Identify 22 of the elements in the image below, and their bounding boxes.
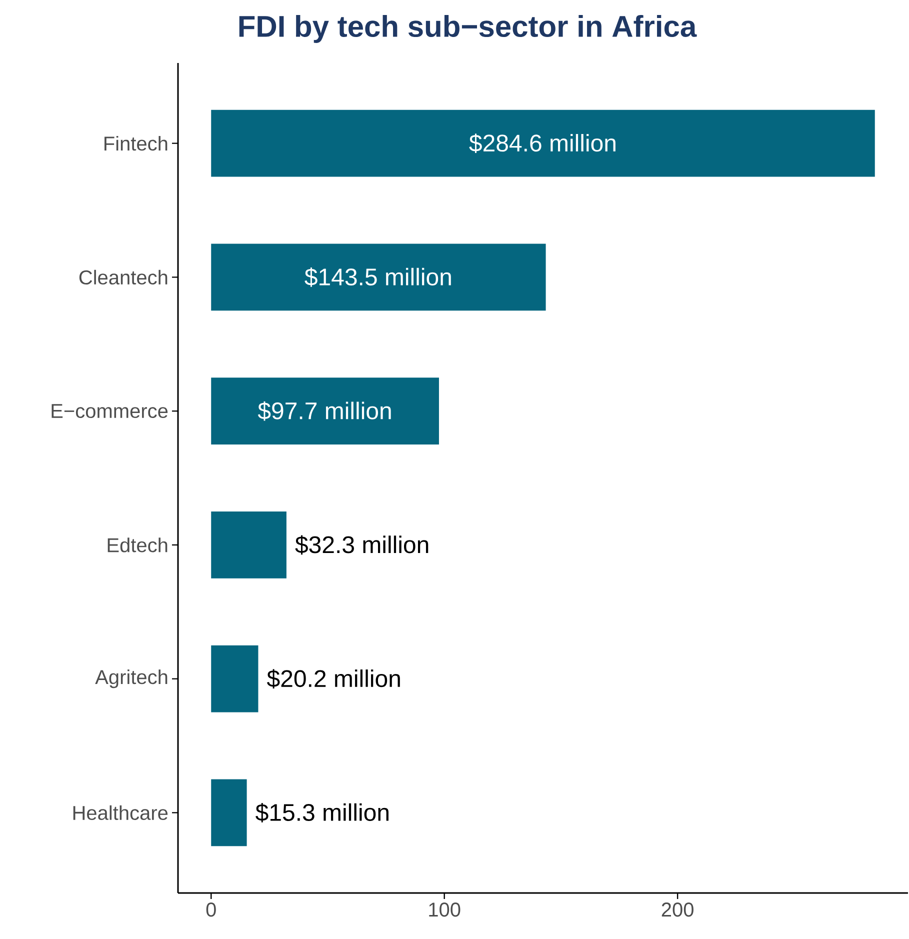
bar <box>211 110 876 177</box>
bar <box>211 511 287 578</box>
y-tick-label: E−commerce <box>52 404 168 418</box>
bar <box>211 244 546 311</box>
data-label: $20.2 million <box>267 669 400 689</box>
data-label: $97.7 million <box>258 401 391 421</box>
bar <box>211 645 258 712</box>
x-tick-label: 0 <box>206 902 216 917</box>
y-tick-label: Agritech <box>95 669 168 688</box>
data-label: $32.3 million <box>295 535 428 555</box>
data-label: $284.6 million <box>469 134 616 154</box>
bar <box>211 378 440 445</box>
data-label: $143.5 million <box>304 267 452 287</box>
y-tick-label: Fintech <box>104 136 168 151</box>
y-tick-label: Edtech <box>108 538 168 552</box>
y-tick-label: Cleantech <box>80 270 168 285</box>
x-tick-label: 200 <box>662 902 694 917</box>
y-tick-label: Healthcare <box>74 805 168 820</box>
chart-title: FDI by tech sub−sector in Africa <box>239 15 697 43</box>
x-tick-label: 100 <box>429 902 460 917</box>
bar <box>211 779 247 846</box>
data-label: $15.3 million <box>256 802 389 822</box>
